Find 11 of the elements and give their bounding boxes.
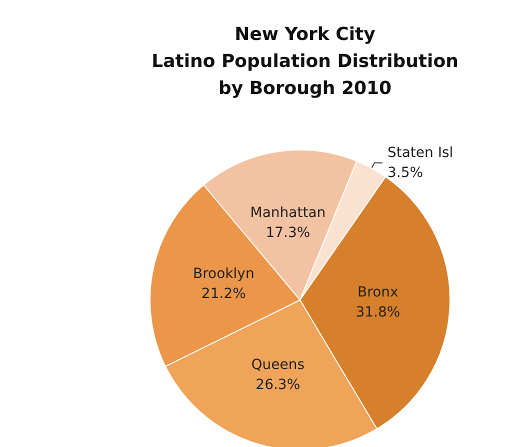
- chart-title: New York City Latino Population Distribution by Borough 2010: [152, 24, 458, 99]
- data-label: 21.2%: [201, 286, 246, 302]
- slice-label: Queens: [251, 356, 305, 373]
- data-label: 31.8%: [356, 304, 400, 321]
- data-label: 17.3%: [266, 224, 310, 241]
- slice-label: Brooklyn: [193, 266, 254, 282]
- slice-label: Bronx: [358, 284, 398, 301]
- slice-label: Staten Isl: [387, 144, 454, 161]
- data-label: 26.3%: [256, 376, 300, 393]
- data-label: 3.5%: [387, 164, 424, 181]
- slice-label: Manhattan: [250, 204, 326, 221]
